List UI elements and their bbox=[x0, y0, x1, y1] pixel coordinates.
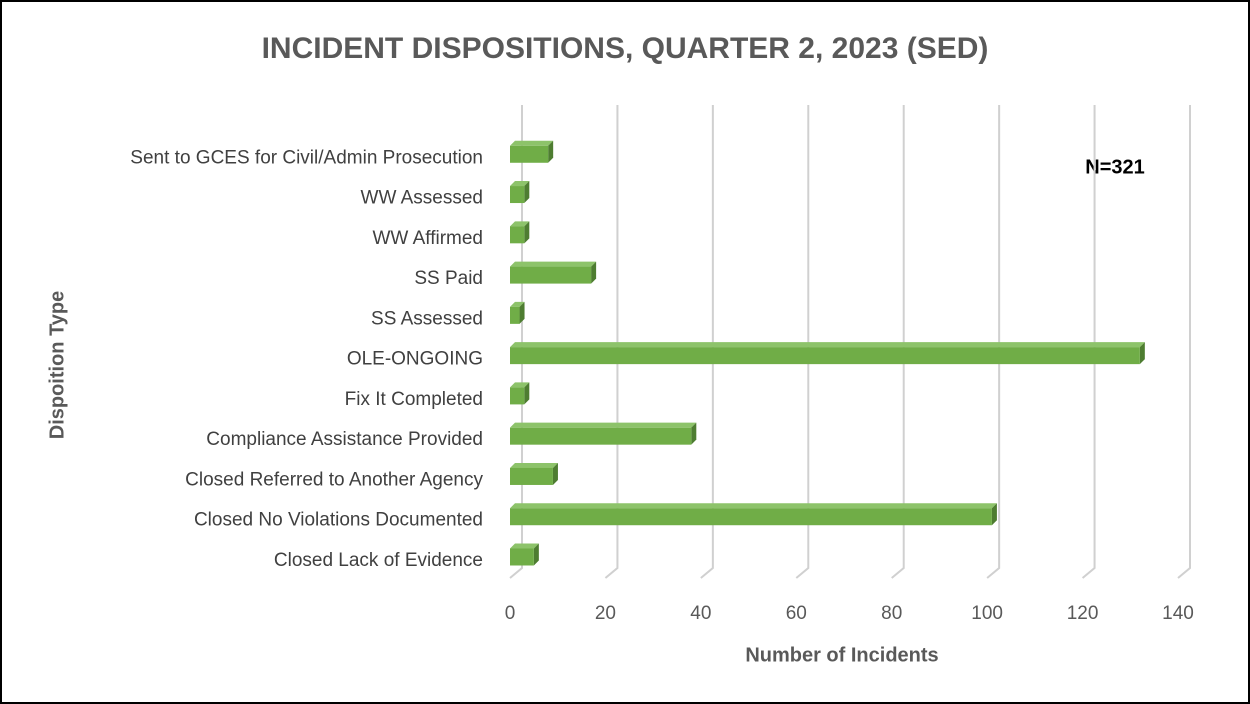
y-tick-label: SS Paid bbox=[414, 268, 483, 289]
x-tick-label: 40 bbox=[690, 603, 711, 624]
grid-line bbox=[700, 105, 714, 579]
y-tick-label: Closed Referred to Another Agency bbox=[185, 469, 483, 490]
bar-top bbox=[510, 342, 1145, 348]
bar-front bbox=[510, 508, 992, 526]
bar-front bbox=[510, 226, 525, 244]
grid-line bbox=[1177, 105, 1191, 579]
grid-line bbox=[509, 105, 523, 579]
annotation: N=321 bbox=[1085, 156, 1145, 178]
bar-front bbox=[510, 427, 692, 445]
bar bbox=[510, 543, 539, 566]
x-tick-label: 140 bbox=[1162, 603, 1194, 624]
bar-front bbox=[510, 548, 534, 566]
bar-front bbox=[510, 347, 1140, 365]
y-tick-label: Compliance Assistance Provided bbox=[206, 429, 483, 450]
grid-line bbox=[1081, 105, 1096, 579]
y-tick-label: OLE-ONGOING bbox=[347, 349, 483, 370]
x-tick-label: 120 bbox=[1067, 603, 1099, 624]
grid-line bbox=[604, 105, 619, 579]
bar-front bbox=[510, 306, 520, 324]
y-tick-label: SS Assessed bbox=[371, 308, 483, 329]
bar-front bbox=[510, 467, 553, 485]
x-tick-label: 60 bbox=[786, 603, 807, 624]
bar bbox=[510, 221, 530, 244]
bar-top bbox=[510, 261, 597, 267]
bar-side bbox=[552, 462, 558, 485]
bar-side bbox=[524, 221, 530, 244]
bar bbox=[510, 301, 525, 324]
bar-top bbox=[510, 543, 539, 549]
bar bbox=[510, 181, 530, 204]
bar bbox=[510, 342, 1145, 365]
x-axis-label: Number of Incidents bbox=[745, 644, 938, 666]
bar-side bbox=[519, 301, 525, 324]
x-tick-label: 80 bbox=[881, 603, 902, 624]
grid-line bbox=[795, 105, 810, 579]
grid-line bbox=[986, 105, 1001, 579]
bar-front bbox=[510, 266, 592, 284]
x-tick-label: 20 bbox=[595, 603, 616, 624]
bar bbox=[510, 503, 997, 526]
bar-top bbox=[510, 181, 530, 187]
y-tick-label: Fix It Completed bbox=[345, 389, 483, 410]
bar bbox=[510, 462, 558, 485]
x-tick-label: 100 bbox=[971, 603, 1003, 624]
bar-front bbox=[510, 186, 525, 204]
bar-side bbox=[533, 543, 539, 566]
bar-top bbox=[510, 422, 697, 428]
bar-top bbox=[510, 503, 997, 509]
bar-top bbox=[510, 462, 558, 468]
bar-side bbox=[1139, 342, 1145, 365]
bar bbox=[510, 261, 597, 284]
bar-front bbox=[510, 387, 525, 405]
bar-front bbox=[510, 145, 549, 163]
bar-top bbox=[510, 301, 525, 307]
grid-line bbox=[891, 105, 905, 579]
bar-side bbox=[524, 181, 530, 204]
bar-side bbox=[991, 503, 997, 526]
y-tick-label: WW Assessed bbox=[361, 188, 483, 209]
x-tick-label: 0 bbox=[505, 603, 516, 624]
y-tick-label: WW Affirmed bbox=[373, 228, 484, 249]
bar-side bbox=[524, 382, 530, 405]
bar-top bbox=[510, 140, 554, 146]
chart-title: INCIDENT DISPOSITIONS, QUARTER 2, 2023 (… bbox=[262, 32, 989, 65]
bar bbox=[510, 422, 697, 445]
bar-side bbox=[591, 261, 597, 284]
bar-top bbox=[510, 382, 530, 388]
bar-top bbox=[510, 221, 530, 227]
bar-side bbox=[548, 140, 554, 163]
bar bbox=[510, 140, 554, 163]
y-axis-label: Dispoition Type bbox=[46, 291, 68, 440]
bar bbox=[510, 382, 530, 405]
bar-side bbox=[691, 422, 697, 445]
y-tick-label: Closed Lack of Evidence bbox=[274, 550, 483, 571]
y-tick-label: Closed No Violations Documented bbox=[194, 510, 483, 531]
y-tick-label: Sent to GCES for Civil/Admin Prosecution bbox=[130, 147, 483, 168]
